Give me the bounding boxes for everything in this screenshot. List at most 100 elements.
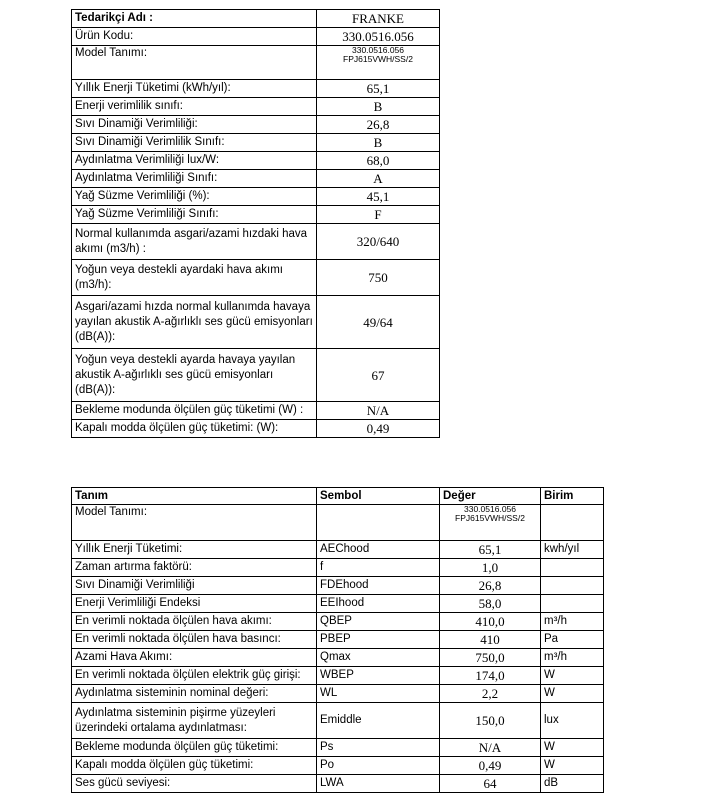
info-row: Enerji verimlilik sınıfı: B xyxy=(71,97,440,116)
spec-row: Aydınlatma sisteminin pişirme yüzeyleri … xyxy=(71,702,604,739)
spec-birim xyxy=(540,504,604,541)
spec-row: Azami Hava Akımı: Qmax 750,0 m³/h xyxy=(71,648,604,667)
spec-deger: 26,8 xyxy=(439,576,541,595)
info-row: Tedarikçi Adı : FRANKE xyxy=(71,9,440,28)
spec-row: Kapalı modda ölçülen güç tüketimi: Po 0,49… xyxy=(71,756,604,775)
spec-row: Zaman artırma faktörü: f 1,0 xyxy=(71,558,604,577)
spec-sembol: f xyxy=(316,558,440,577)
spec-tanim: Model Tanımı: xyxy=(71,504,317,541)
info-value: 330.0516.056 FPJ615VWH/SS/2 xyxy=(316,45,440,80)
info-row: Aydınlatma Verimliliği Sınıfı: A xyxy=(71,169,440,188)
spec-row: En verimli noktada ölçülen hava akımı: QB… xyxy=(71,612,604,631)
spec-tanim: En verimli noktada ölçülen hava akımı: xyxy=(71,612,317,631)
spec-header-row: Tanım Sembol Değer Birim xyxy=(71,487,604,505)
header-sembol: Sembol xyxy=(316,487,440,505)
spec-birim: W xyxy=(540,684,604,703)
info-value: 750 xyxy=(316,259,440,296)
spec-tanim: Yıllık Enerji Tüketimi: xyxy=(71,540,317,559)
product-info-table: Tedarikçi Adı : FRANKE Ürün Kodu: 330.0516.… xyxy=(71,9,440,438)
spec-row: En verimli noktada ölçülen elektrik güç … xyxy=(71,666,604,685)
spec-tanim: Zaman artırma faktörü: xyxy=(71,558,317,577)
info-row: Yağ Süzme Verimliliği (%): 45,1 xyxy=(71,187,440,206)
info-label: Yağ Süzme Verimliliği (%): xyxy=(71,187,317,206)
spec-sembol: LWA xyxy=(316,774,440,793)
spec-tanim: Aydınlatma sisteminin nominal değeri: xyxy=(71,684,317,703)
spec-deger: N/A xyxy=(439,738,541,757)
info-label: Yağ Süzme Verimliliği Sınıfı: xyxy=(71,205,317,224)
info-label: Asgari/azami hızda normal kullanımda hav… xyxy=(71,295,317,349)
info-row: Yoğun veya destekli ayarda havaya yayıla… xyxy=(71,348,440,402)
spec-deger: 410 xyxy=(439,630,541,649)
info-row: Bekleme modunda ölçülen güç tüketimi (W)… xyxy=(71,401,440,420)
spec-tanim: Ses gücü seviyesi: xyxy=(71,774,317,793)
header-tanim: Tanım xyxy=(71,487,317,505)
info-row: Model Tanımı: 330.0516.056 FPJ615VWH/SS/2 xyxy=(71,45,440,80)
info-label: Normal kullanımda asgari/azami hızdaki h… xyxy=(71,223,317,260)
info-value: 68,0 xyxy=(316,151,440,170)
spec-birim: dB xyxy=(540,774,604,793)
spec-tanim: En verimli noktada ölçülen hava basıncı: xyxy=(71,630,317,649)
info-row: Ürün Kodu: 330.0516.056 xyxy=(71,27,440,46)
info-value: A xyxy=(316,169,440,188)
spec-deger: 58,0 xyxy=(439,594,541,613)
spec-birim: Pa xyxy=(540,630,604,649)
spec-birim: m³/h xyxy=(540,612,604,631)
spec-row: Bekleme modunda ölçülen güç tüketimi: Ps N… xyxy=(71,738,604,757)
spec-birim: kwh/yıl xyxy=(540,540,604,559)
spec-deger: 64 xyxy=(439,774,541,793)
spec-sembol: AEChood xyxy=(316,540,440,559)
info-label: Yıllık Enerji Tüketimi (kWh/yıl): xyxy=(71,79,317,98)
spec-birim: W xyxy=(540,738,604,757)
info-value: FRANKE xyxy=(316,9,440,28)
info-value: 45,1 xyxy=(316,187,440,206)
info-row: Asgari/azami hızda normal kullanımda hav… xyxy=(71,295,440,349)
spec-sembol: Po xyxy=(316,756,440,775)
spec-row: Enerji Verimliliği Endeksi EEIhood 58,0 xyxy=(71,594,604,613)
info-value: 320/640 xyxy=(316,223,440,260)
info-label: Kapalı modda ölçülen güç tüketimi: (W): xyxy=(71,419,317,438)
spec-sembol: PBEP xyxy=(316,630,440,649)
spec-deger: 2,2 xyxy=(439,684,541,703)
spec-sembol: EEIhood xyxy=(316,594,440,613)
spec-tanim: Azami Hava Akımı: xyxy=(71,648,317,667)
info-label: Tedarikçi Adı : xyxy=(71,9,317,28)
spec-row: En verimli noktada ölçülen hava basıncı:… xyxy=(71,630,604,649)
spec-birim: m³/h xyxy=(540,648,604,667)
info-value: 26,8 xyxy=(316,115,440,134)
spec-birim xyxy=(540,558,604,577)
info-row: Yıllık Enerji Tüketimi (kWh/yıl): 65,1 xyxy=(71,79,440,98)
info-value: 49/64 xyxy=(316,295,440,349)
spec-tanim: Sıvı Dinamiği Verimliliği xyxy=(71,576,317,595)
spec-row: Aydınlatma sisteminin nominal değeri: WL 2… xyxy=(71,684,604,703)
spec-row: Sıvı Dinamiği Verimliliği FDEhood 26,8 xyxy=(71,576,604,595)
spec-tanim: Enerji Verimliliği Endeksi xyxy=(71,594,317,613)
spec-tanim: Bekleme modunda ölçülen güç tüketimi: xyxy=(71,738,317,757)
spec-birim: lux xyxy=(540,702,604,739)
info-label: Yoğun veya destekli ayarda havaya yayıla… xyxy=(71,348,317,402)
spec-deger: 1,0 xyxy=(439,558,541,577)
info-value: 65,1 xyxy=(316,79,440,98)
spec-deger: 65,1 xyxy=(439,540,541,559)
info-label: Model Tanımı: xyxy=(71,45,317,80)
info-row: Yağ Süzme Verimliliği Sınıfı: F xyxy=(71,205,440,224)
spec-sembol: Emiddle xyxy=(316,702,440,739)
header-birim: Birim xyxy=(540,487,604,505)
header-deger: Değer xyxy=(439,487,541,505)
info-label: Enerji verimlilik sınıfı: xyxy=(71,97,317,116)
info-value: 67 xyxy=(316,348,440,402)
spec-sembol: WBEP xyxy=(316,666,440,685)
info-row: Normal kullanımda asgari/azami hızdaki h… xyxy=(71,223,440,260)
spec-deger: 330.0516.056 FPJ615VWH/SS/2 xyxy=(439,504,541,541)
info-row: Sıvı Dinamiği Verimlilik Sınıfı: B xyxy=(71,133,440,152)
spec-sembol: Qmax xyxy=(316,648,440,667)
spec-deger: 750,0 xyxy=(439,648,541,667)
info-label: Aydınlatma Verimliliği lux/W: xyxy=(71,151,317,170)
info-row: Kapalı modda ölçülen güç tüketimi: (W): 0… xyxy=(71,419,440,438)
info-value: F xyxy=(316,205,440,224)
spec-tanim: Aydınlatma sisteminin pişirme yüzeyleri … xyxy=(71,702,317,739)
info-label: Aydınlatma Verimliliği Sınıfı: xyxy=(71,169,317,188)
spec-birim: W xyxy=(540,666,604,685)
info-value: B xyxy=(316,133,440,152)
info-label: Sıvı Dinamiği Verimliliği: xyxy=(71,115,317,134)
spec-row: Yıllık Enerji Tüketimi: AEChood 65,1 kwh/yı… xyxy=(71,540,604,559)
